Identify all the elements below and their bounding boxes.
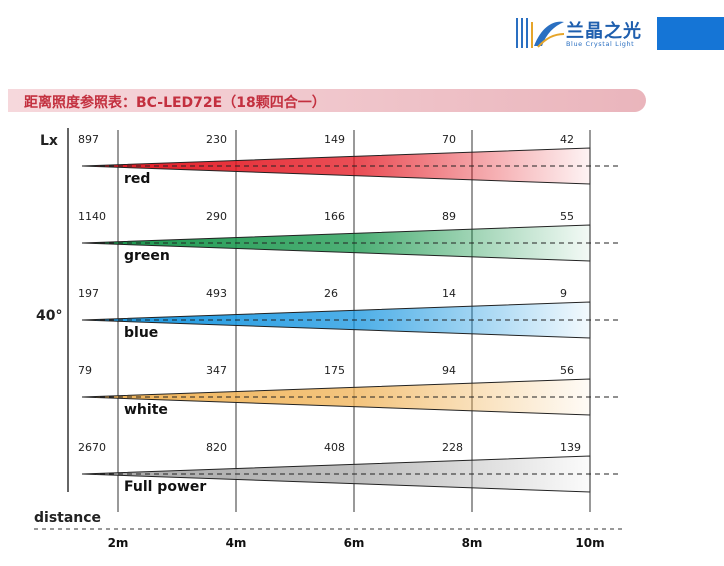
series-label: white xyxy=(124,402,168,418)
series-label: green xyxy=(124,248,170,264)
lux-value: 89 xyxy=(442,210,456,223)
lux-value: 820 xyxy=(206,441,227,454)
series-label: red xyxy=(124,171,150,187)
lux-value: 9 xyxy=(560,287,567,300)
lux-value: 1140 xyxy=(78,210,106,223)
unit-label: Lx xyxy=(40,133,58,149)
brand-name-cn: 兰晶之光 xyxy=(566,21,642,42)
lux-value: 197 xyxy=(78,287,99,300)
lux-value: 2670 xyxy=(78,441,106,454)
brand-name-en: Blue Crystal Light xyxy=(566,40,635,48)
lux-value: 175 xyxy=(324,364,345,377)
crystal-swoosh-icon xyxy=(534,21,565,48)
distance-tick-label: 4m xyxy=(226,536,247,550)
lux-value: 56 xyxy=(560,364,574,377)
lux-value: 290 xyxy=(206,210,227,223)
lux-value: 70 xyxy=(442,133,456,146)
title-band: 距离照度参照表：BC-LED72E（18颗四合一） xyxy=(8,89,646,112)
distance-tick-label: 6m xyxy=(344,536,365,550)
distance-tick-label: 10m xyxy=(575,536,604,550)
x-axis-label: distance xyxy=(34,510,101,526)
page-title: 距离照度参照表：BC-LED72E（18颗四合一） xyxy=(24,95,326,111)
lux-value: 408 xyxy=(324,441,345,454)
lux-value: 139 xyxy=(560,441,581,454)
lux-value: 149 xyxy=(324,133,345,146)
brand-color-block xyxy=(657,17,724,50)
series-label: blue xyxy=(124,325,158,341)
lux-value: 79 xyxy=(78,364,92,377)
lux-value: 94 xyxy=(442,364,456,377)
series-label: Full power xyxy=(124,479,206,495)
lux-value: 230 xyxy=(206,133,227,146)
lux-value: 347 xyxy=(206,364,227,377)
beam-angle-label: 40° xyxy=(36,308,62,324)
lux-value: 55 xyxy=(560,210,574,223)
lux-value: 897 xyxy=(78,133,99,146)
lux-value: 493 xyxy=(206,287,227,300)
distance-tick-label: 8m xyxy=(462,536,483,550)
lux-value: 26 xyxy=(324,287,338,300)
lux-value: 42 xyxy=(560,133,574,146)
lux-value: 14 xyxy=(442,287,456,300)
lux-value: 166 xyxy=(324,210,345,223)
brand-logo: 兰晶之光 Blue Crystal Light xyxy=(512,16,724,52)
distance-tick-label: 2m xyxy=(108,536,129,550)
lux-value: 228 xyxy=(442,441,463,454)
